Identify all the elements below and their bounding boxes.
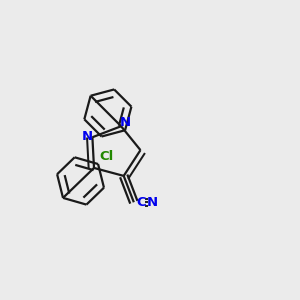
Text: Cl: Cl xyxy=(99,150,113,163)
Text: N: N xyxy=(120,116,131,129)
Text: N: N xyxy=(82,130,93,142)
Text: N: N xyxy=(147,196,158,209)
Text: C: C xyxy=(136,196,146,209)
